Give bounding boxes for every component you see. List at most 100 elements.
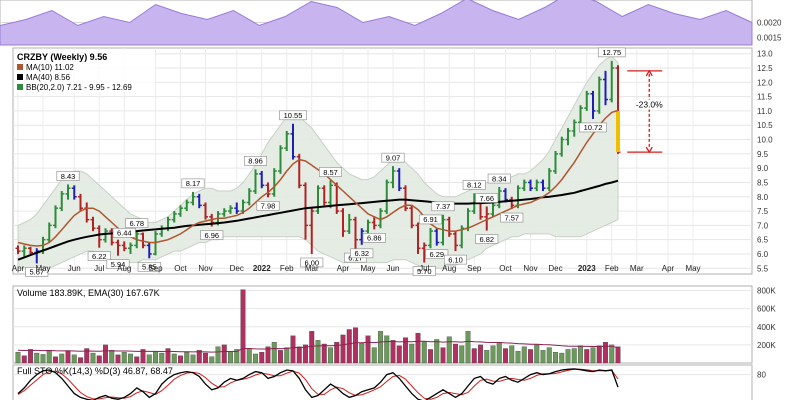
x-axis-label: Apr bbox=[337, 264, 350, 273]
ohlc-bar bbox=[184, 199, 190, 212]
volume-bar bbox=[534, 344, 540, 364]
volume-bar bbox=[153, 351, 158, 364]
ohlc-bar bbox=[178, 205, 183, 217]
volume-bar bbox=[71, 354, 77, 364]
svg-text:6.78: 6.78 bbox=[129, 219, 144, 228]
svg-text:6.29: 6.29 bbox=[429, 250, 444, 259]
stochastic-panel: 80 Full STO %K(14,3) %D(3) 46.87, 68.47 bbox=[12, 364, 766, 400]
price-tick-label: 7.0 bbox=[757, 221, 769, 230]
volume-bar bbox=[509, 345, 515, 364]
volume-bar bbox=[409, 343, 415, 364]
ohlc-bar bbox=[509, 196, 515, 210]
volume-bar bbox=[165, 348, 171, 364]
price-tick-label: 6.5 bbox=[757, 236, 769, 245]
ohlc-bar bbox=[90, 216, 96, 232]
x-axis-label: Mar bbox=[630, 264, 644, 273]
volume-bar bbox=[546, 347, 552, 364]
ohlc-bar bbox=[378, 208, 383, 229]
drawdown-label: -23.0% bbox=[636, 100, 663, 110]
volume-bar bbox=[271, 342, 277, 364]
volume-bar bbox=[309, 331, 315, 364]
x-axis-label: Nov bbox=[523, 264, 537, 273]
volume-bar bbox=[346, 329, 352, 364]
legend-item: MA(40) 8.56 bbox=[17, 73, 71, 82]
ohlc-bar bbox=[415, 222, 421, 254]
svg-text:6.00: 6.00 bbox=[304, 258, 319, 267]
x-axis-label: May bbox=[360, 264, 375, 273]
svg-text:12.75: 12.75 bbox=[602, 48, 621, 57]
ohlc-bar bbox=[190, 191, 196, 206]
volume-bar bbox=[159, 352, 165, 364]
x-axis-label: Feb bbox=[605, 264, 619, 273]
price-label: 5.67 bbox=[25, 267, 49, 277]
volume-bar bbox=[59, 353, 65, 364]
volume-bar bbox=[571, 348, 577, 364]
chart-title: CRZBY (Weekly) 9.56 bbox=[17, 52, 107, 62]
ohlc-bar bbox=[503, 188, 508, 203]
ohlc-bar bbox=[590, 90, 596, 119]
svg-text:10.72: 10.72 bbox=[584, 123, 603, 132]
svg-text:8.96: 8.96 bbox=[248, 157, 263, 166]
volume-bar bbox=[359, 342, 365, 364]
ohlc-bar bbox=[259, 171, 265, 189]
volume-tick-label: 400K bbox=[757, 323, 776, 332]
volume-bar bbox=[321, 343, 327, 364]
volume-bar bbox=[496, 342, 502, 364]
volume-bar bbox=[146, 354, 152, 364]
x-axis-label: Dec bbox=[230, 264, 244, 273]
volume-bar bbox=[134, 356, 140, 364]
x-axis-label: Jun bbox=[68, 264, 81, 273]
volume-bar bbox=[84, 348, 90, 364]
volume-bar bbox=[584, 349, 590, 364]
price-tick-label: 11.0 bbox=[757, 107, 773, 116]
x-axis-label: Nov bbox=[198, 264, 212, 273]
volume-tick-label: 600K bbox=[757, 305, 776, 314]
volume-title: Volume 183.89K, EMA(30) 167.67K bbox=[17, 288, 160, 298]
price-tick-label: 6.0 bbox=[757, 250, 769, 259]
svg-text:8.17: 8.17 bbox=[186, 179, 201, 188]
ohlc-bar bbox=[59, 191, 65, 212]
price-label: 9.07 bbox=[381, 152, 405, 162]
volume-bar bbox=[384, 335, 390, 364]
price-label: 6.78 bbox=[125, 218, 149, 228]
ohlc-bar bbox=[265, 182, 271, 198]
price-label: 8.57 bbox=[318, 167, 342, 177]
volume-bar bbox=[596, 345, 602, 364]
ohlc-bar bbox=[121, 241, 127, 252]
volume-bar bbox=[415, 332, 421, 364]
volume-bar bbox=[371, 347, 377, 364]
volume-bar bbox=[609, 344, 615, 364]
volume-bar bbox=[521, 346, 527, 364]
volume-bar bbox=[490, 345, 496, 364]
volume-bar bbox=[103, 344, 108, 364]
volume-bar bbox=[78, 357, 83, 364]
volume-bar bbox=[553, 351, 558, 364]
ohlc-bar bbox=[534, 179, 540, 192]
price-label: 5.94 bbox=[106, 259, 130, 269]
price-label: 6.91 bbox=[418, 214, 442, 224]
volume-bar bbox=[259, 351, 265, 364]
ohlc-bar bbox=[321, 185, 327, 206]
svg-text:5.67: 5.67 bbox=[29, 268, 44, 277]
svg-text:5.70: 5.70 bbox=[417, 267, 432, 276]
ohlc-bar bbox=[115, 239, 121, 256]
ohlc-bar bbox=[203, 202, 208, 220]
volume-bar bbox=[334, 342, 340, 364]
svg-text:8.12: 8.12 bbox=[467, 181, 482, 190]
x-axis-label: Dec bbox=[548, 264, 562, 273]
price-tick-label: 10.5 bbox=[757, 121, 773, 130]
ohlc-bar bbox=[434, 228, 440, 246]
ohlc-bar bbox=[546, 168, 552, 192]
x-axis-label: 2022 bbox=[253, 264, 271, 273]
x-axis-label: Jul bbox=[419, 264, 429, 273]
ohlc-bar bbox=[271, 168, 277, 197]
price-label: 6.82 bbox=[475, 234, 499, 244]
price-label: 8.43 bbox=[56, 171, 80, 181]
price-label: 6.86 bbox=[362, 233, 386, 243]
volume-bar bbox=[209, 356, 215, 364]
volume-bar bbox=[128, 353, 133, 364]
ohlc-bar bbox=[453, 231, 458, 252]
volume-bar bbox=[196, 350, 202, 364]
ohlc-bar bbox=[559, 136, 565, 157]
